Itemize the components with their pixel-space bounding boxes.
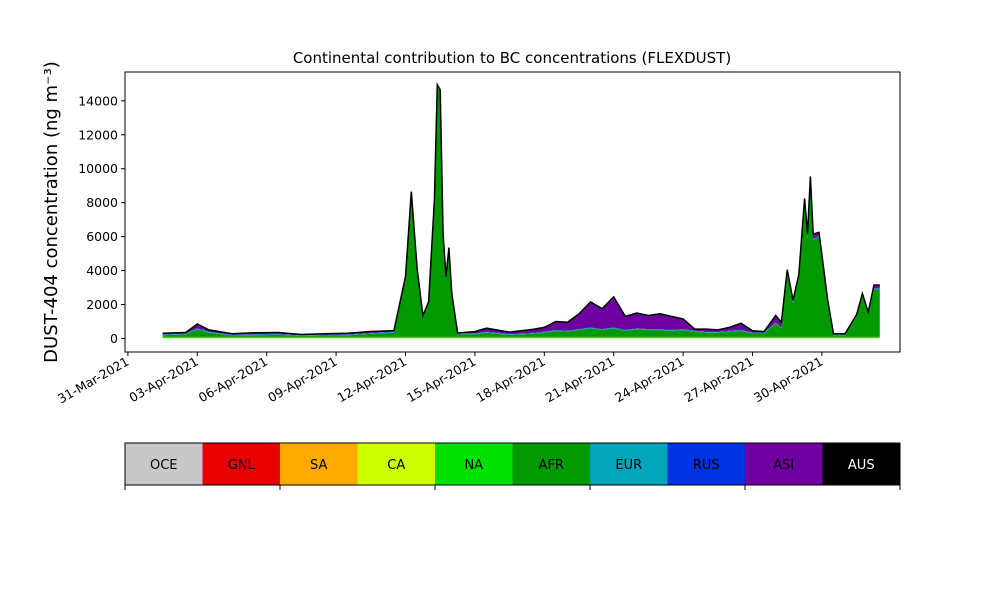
x-tick-label: 31-Mar-2021 <box>55 354 131 407</box>
x-tick-label: 12-Apr-2021 <box>335 354 409 406</box>
area-na <box>162 336 880 338</box>
legend-label-eur: EUR <box>615 458 642 473</box>
legend-label-afr: AFR <box>539 458 564 473</box>
legend-swatch-asi <box>745 443 823 485</box>
area-ca <box>162 337 880 339</box>
legend-label-oce: OCE <box>150 458 178 473</box>
legend-label-gnl: GNL <box>228 458 256 473</box>
y-axis-label: DUST-404 concentration (ng m⁻³) <box>41 61 62 363</box>
area-afr <box>162 85 880 337</box>
legend-label-sa: SA <box>310 458 327 473</box>
legend-swatch-rus <box>667 443 745 485</box>
legend-swatch-gnl <box>202 443 280 485</box>
y-axis: 0 2000 4000 6000 8000 10000 12000 14000 <box>78 93 125 346</box>
y-tick-label: 2000 <box>86 297 118 312</box>
legend-swatch-afr <box>512 443 590 485</box>
legend-swatch-oce <box>125 443 203 485</box>
y-tick-label: 0 <box>110 331 118 346</box>
x-tick-label: 24-Apr-2021 <box>612 354 686 406</box>
y-tick-label: 14000 <box>78 93 118 108</box>
x-tick-label: 27-Apr-2021 <box>682 354 756 406</box>
y-tick-label: 4000 <box>86 263 118 278</box>
x-axis: 31-Mar-202103-Apr-202106-Apr-202109-Apr-… <box>55 352 825 406</box>
legend-swatch-ca <box>357 443 435 485</box>
plot-frame <box>124 71 901 353</box>
y-tick-label: 12000 <box>78 127 118 142</box>
legend-label-na: NA <box>464 458 483 473</box>
legend-label-asi: ASI <box>773 458 794 473</box>
x-tick-label: 30-Apr-2021 <box>751 354 825 406</box>
x-tick-label: 09-Apr-2021 <box>265 354 339 406</box>
region-legend: OCE GNL SA CA NA AFR EUR RUS ASI AUS <box>124 442 901 490</box>
x-tick-label: 21-Apr-2021 <box>543 354 617 406</box>
x-tick-label: 06-Apr-2021 <box>196 354 270 406</box>
legend-label-rus: RUS <box>693 458 720 473</box>
area-eur <box>162 85 880 336</box>
y-tick-label: 10000 <box>78 161 118 176</box>
x-tick-label: 18-Apr-2021 <box>473 354 547 406</box>
area-asi <box>162 84 880 335</box>
x-tick-label: 15-Apr-2021 <box>404 354 478 406</box>
chart-title: Continental contribution to BC concentra… <box>293 49 731 67</box>
legend-label-ca: CA <box>387 458 405 473</box>
legend-swatch-sa <box>280 443 358 485</box>
legend-frame <box>124 442 901 486</box>
x-tick-label: 03-Apr-2021 <box>126 354 200 406</box>
y-tick-label: 6000 <box>86 229 118 244</box>
legend-label-aus: AUS <box>848 458 875 473</box>
y-tick-label: 8000 <box>86 195 118 210</box>
legend-swatch-eur <box>590 443 668 485</box>
stacked-areas <box>162 84 880 339</box>
total-concentration-line <box>162 81 880 336</box>
area-rus <box>162 84 880 336</box>
legend-swatch-aus <box>822 443 900 485</box>
legend-swatch-na <box>435 443 513 485</box>
